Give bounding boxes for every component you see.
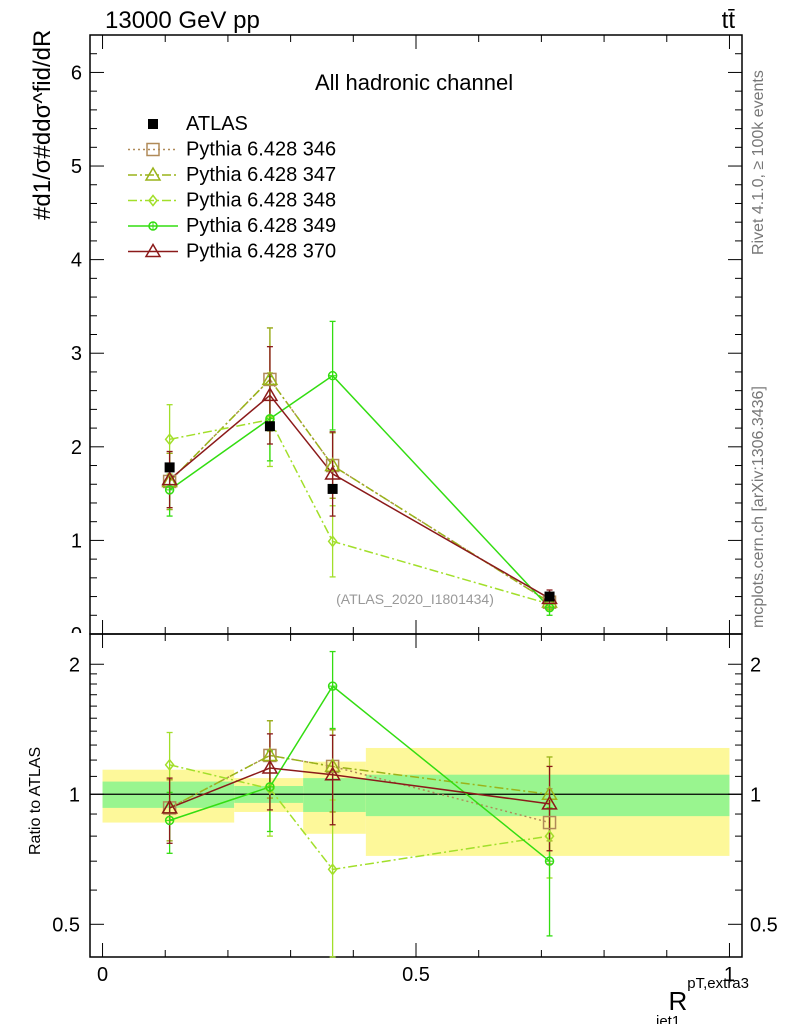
data-point-1-1 (261, 370, 279, 386)
series-markers-4 (161, 386, 558, 605)
data-point-1-2 (324, 457, 341, 472)
series-markers-2 (164, 413, 555, 611)
process-label: tt̄ (722, 7, 736, 34)
y-zero-tick-group: 0 (71, 624, 82, 646)
y-tick-label-5: 6 (71, 62, 82, 84)
series-line-0 (169, 378, 550, 603)
x-axis-label: RpT,extra3 jet1 (655, 975, 749, 1024)
ratio-line-3 (169, 684, 551, 862)
series-markers-3 (164, 370, 555, 613)
legend-marker-1 (144, 166, 162, 181)
series-line-2 (169, 418, 550, 605)
energy-label: 13000 GeV pp (105, 7, 260, 34)
ratio-y-tick-label-left-2: 2 (69, 654, 80, 676)
mcplots-label: mcplots.cern.ch [arXiv:1306.3436] (750, 386, 767, 628)
y-tick-label-zero: 0 (71, 624, 82, 646)
ratio-y-tick-label-left-1: 1 (69, 784, 80, 806)
legend-marker-4 (144, 243, 162, 258)
data-point-4-2 (324, 465, 341, 480)
ratio-y-tick-label-right-2: 2 (750, 654, 761, 676)
x-tick-label-2: 1 (724, 964, 735, 986)
y-tick-label-4: 5 (71, 156, 82, 178)
band-inner-3 (365, 774, 730, 817)
chart-title: All hadronic channel (315, 70, 513, 95)
atlas-point-1 (264, 421, 275, 432)
analysis-id: (ATLAS_2020_I1801434) (336, 591, 494, 607)
x-tick-label-0: 0 (97, 964, 108, 986)
ratio-point-4-1 (261, 759, 279, 774)
atlas-point-3 (544, 591, 555, 602)
ratio-y-tick-label-right-0: 0.5 (750, 914, 778, 936)
rivet-label: Rivet 4.1.0, ≥ 100k events (750, 70, 767, 255)
series-3 (166, 320, 553, 616)
ratio-y-tick-label-left-0: 0.5 (52, 914, 80, 936)
y-tick-label-2: 3 (71, 343, 82, 365)
ratio-ylabel: Ratio to ATLAS (27, 747, 44, 855)
legend-label-1: Pythia 6.428 347 (186, 164, 336, 186)
atlas-point-2 (327, 483, 338, 494)
ratio-point-1-3 (541, 785, 558, 801)
ratio-markers-4 (161, 759, 558, 814)
y-tick-label-3: 4 (71, 250, 82, 272)
legend-label-0: Pythia 6.428 346 (186, 139, 336, 161)
ratio-line-1 (169, 754, 550, 809)
series-line-3 (169, 374, 551, 609)
ratio-point-1-2 (324, 757, 341, 773)
ratio-point-2-0 (164, 758, 175, 772)
uncertainty-bands (102, 747, 730, 856)
series-line-1 (169, 378, 550, 603)
ratio-line-4 (169, 767, 550, 809)
legend-marker-0 (146, 142, 160, 157)
series-markers-0 (162, 372, 557, 609)
atlas-point-0 (164, 462, 175, 473)
ratio-point-4-0 (161, 799, 178, 814)
ratio-line-2 (169, 764, 550, 871)
data-point-4-0 (161, 471, 178, 486)
ratio-panel: 0.5 0.5 1 1 2 2 0 0.5 1 (52, 633, 778, 986)
legend-label-3: Pythia 6.428 349 (186, 215, 336, 237)
x-tick-label-1: 0.5 (402, 964, 430, 986)
ratio-point-2-3 (544, 829, 555, 843)
legend-label-4: Pythia 6.428 370 (186, 241, 336, 263)
ratio-y-tick-label-right-1: 1 (750, 784, 761, 806)
series-2 (166, 372, 553, 612)
ratio-point-4-3 (541, 795, 558, 810)
legend-label-atlas: ATLAS (186, 113, 248, 135)
ratio-markers-3 (164, 681, 555, 866)
atlas-points (164, 421, 555, 602)
legend: ATLAS Pythia 6.428 346 Pythia 6.428 347 Pyt… (128, 113, 336, 263)
main-ylabel: #d1/σ#ddσ^fid/dR (29, 30, 56, 220)
y-tick-label-1: 2 (71, 437, 82, 459)
main-panel: 1 2 3 4 5 6 0 (71, 34, 743, 646)
y-tick-label-0: 1 (71, 530, 82, 552)
series-line-4 (169, 394, 550, 600)
ratio-point-0-3 (542, 815, 557, 830)
ratio-point-2-2 (327, 863, 338, 876)
legend-marker-atlas (148, 119, 158, 129)
data-point-2-2 (327, 535, 338, 548)
data-point-2-0 (164, 433, 175, 446)
ratio-point-4-2 (324, 766, 341, 781)
band-inner-2 (303, 778, 366, 812)
legend-label-2: Pythia 6.428 348 (186, 190, 336, 212)
data-point-4-1 (261, 386, 279, 402)
legend-marker-2 (148, 194, 158, 207)
